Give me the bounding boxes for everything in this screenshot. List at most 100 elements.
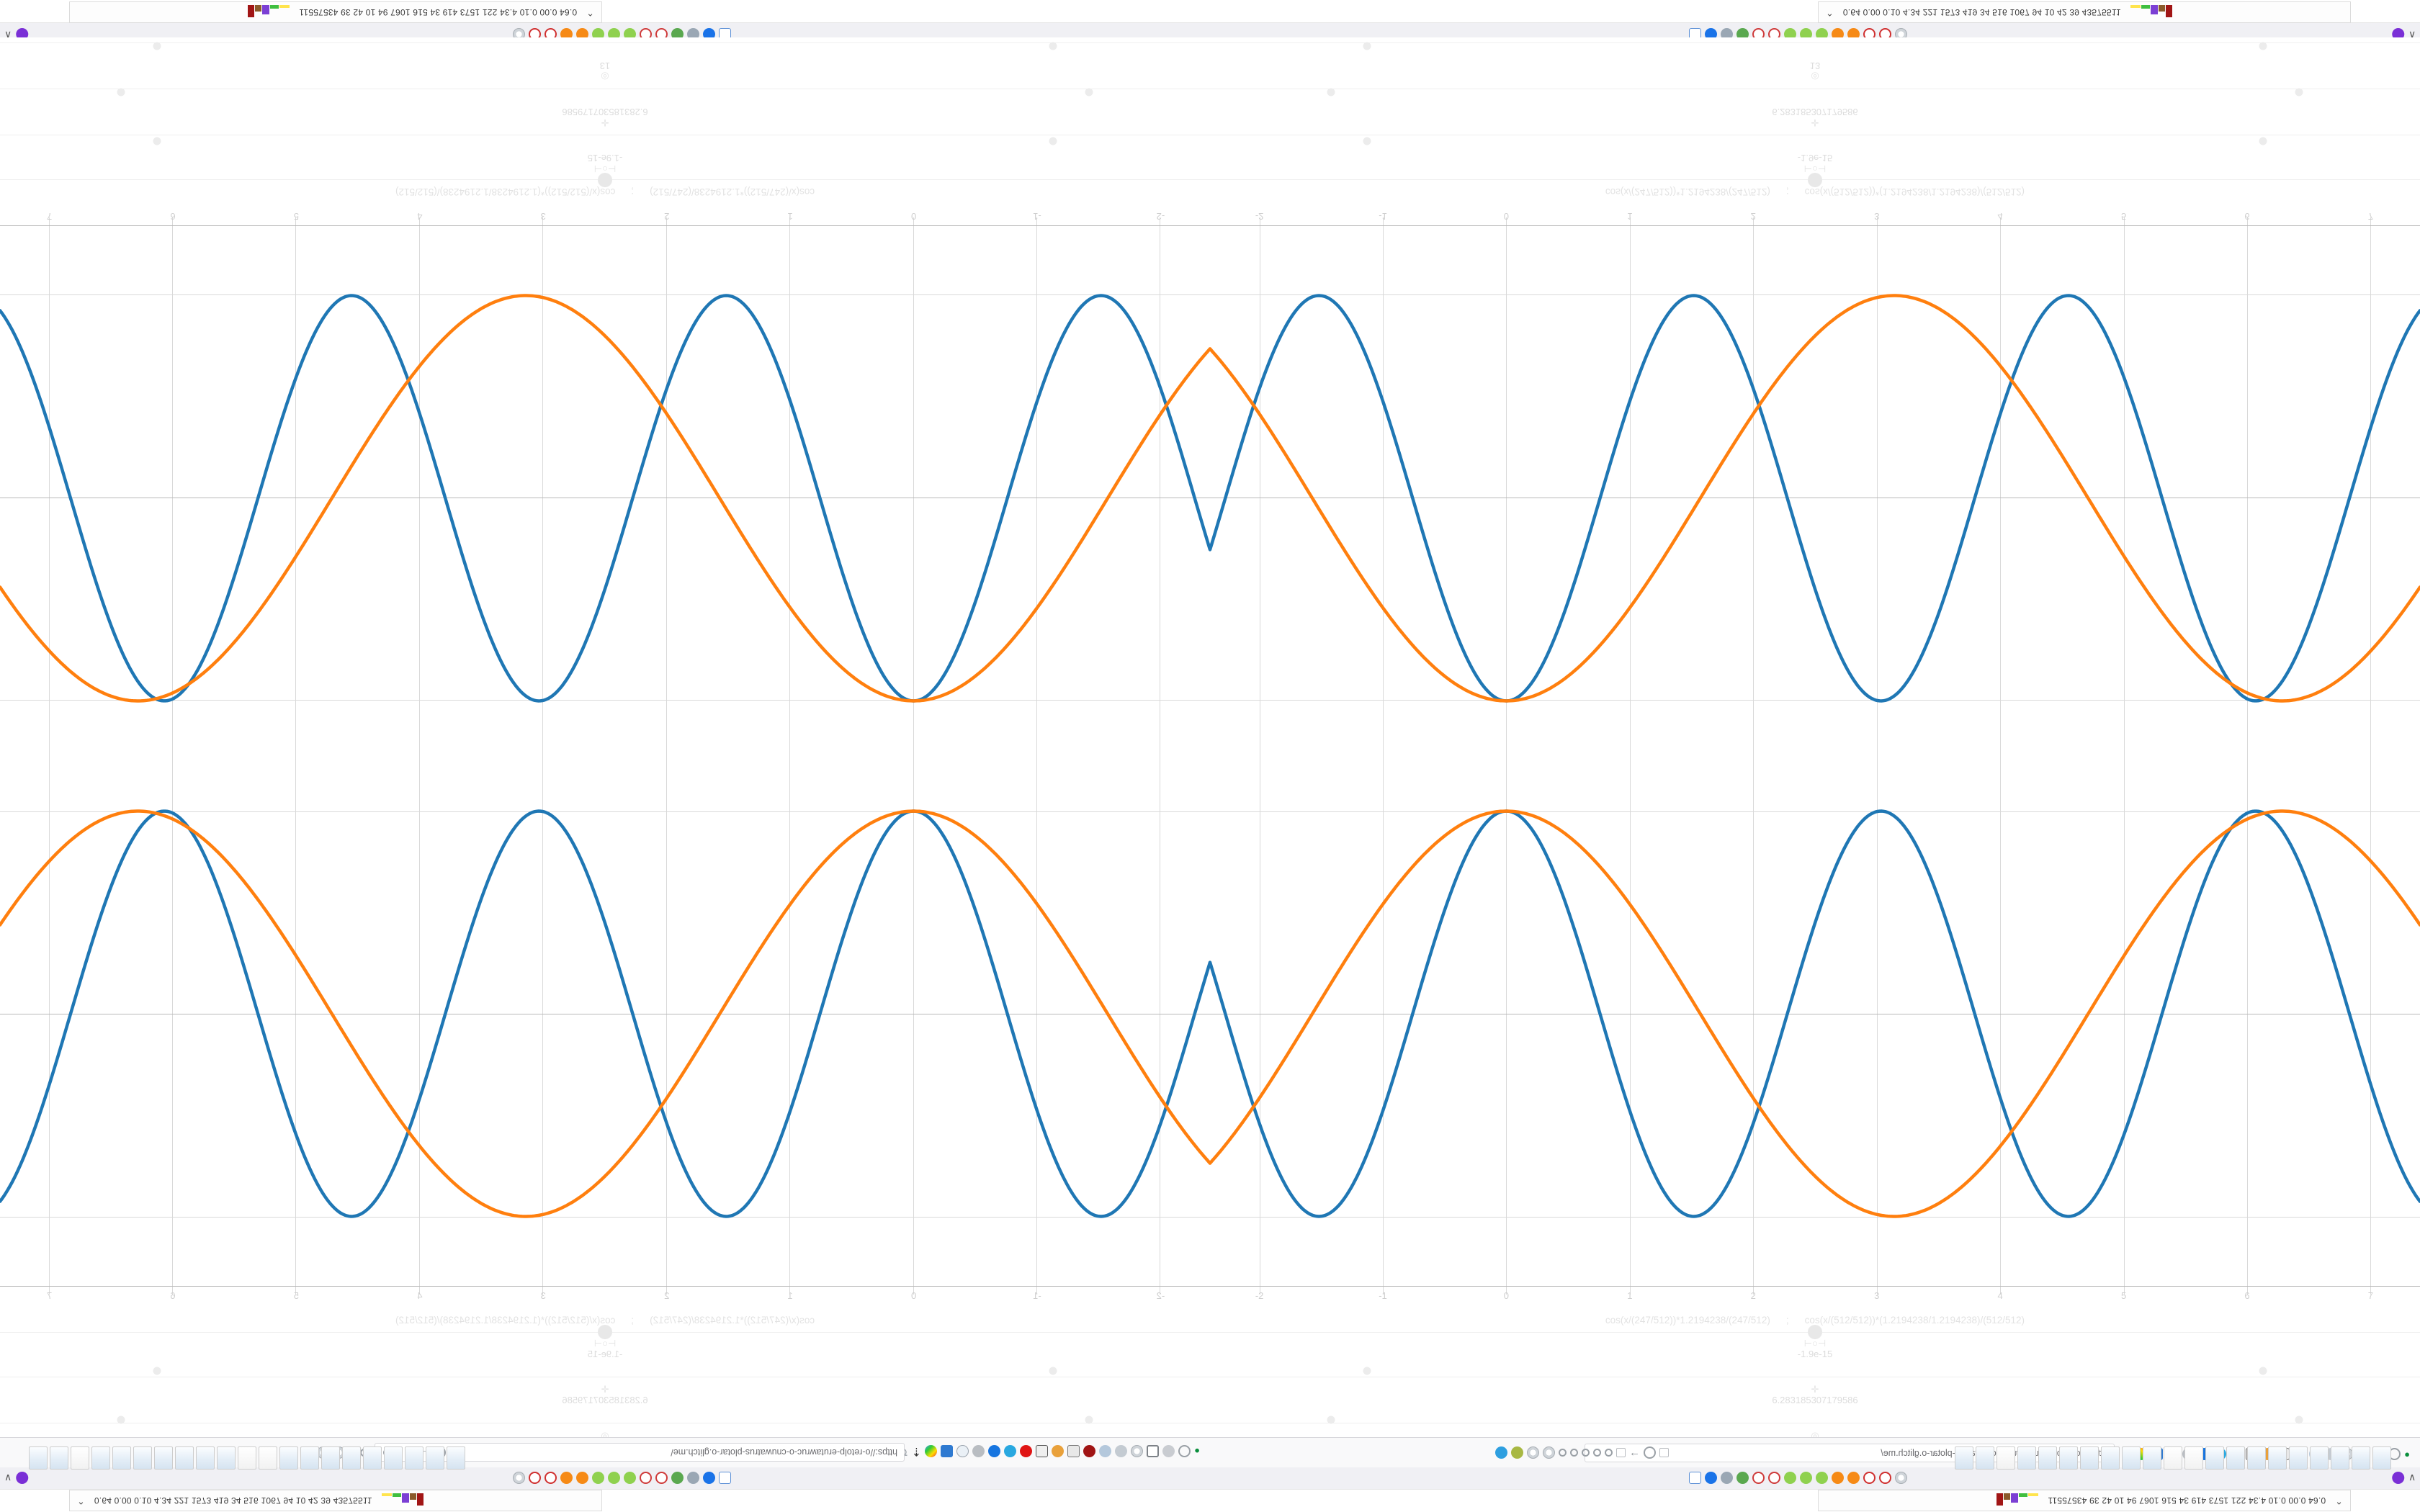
leaf-icon[interactable] — [608, 27, 620, 40]
taskbar-window-item[interactable] — [2352, 1446, 2370, 1470]
control-samples-value[interactable]: 13 — [599, 60, 611, 71]
formula-right[interactable]: cos(x/(512/512))*(1.2194238/1.2194238)/(… — [395, 1315, 616, 1326]
control-phase-icon[interactable]: ⊢○⊣ — [593, 1338, 617, 1349]
leaf-icon[interactable] — [592, 27, 604, 40]
formula-left[interactable]: cos(x/(247/512))*1.2194238/(247/512) — [650, 1315, 815, 1326]
plot-quadrant-top-left[interactable]: -2 -1 0 1 2 3 4 5 6 7 cos(x/(247/512))*1.2194238/(… — [0, 37, 1210, 772]
slider-dot[interactable] — [1049, 1367, 1057, 1375]
taskbar-window-item[interactable] — [2059, 1446, 2078, 1470]
control-period-value[interactable]: 6.283185307179586 — [1772, 107, 1858, 117]
account-icon[interactable] — [2391, 1472, 2404, 1485]
taskbar-window-item[interactable] — [196, 1446, 215, 1470]
control-period[interactable]: ✛ 6.283185307179586 — [1210, 107, 2420, 128]
leaf-icon[interactable] — [608, 1472, 620, 1485]
taskbar-window-item[interactable] — [2038, 1446, 2057, 1470]
taskbar-window-item[interactable] — [2205, 1446, 2224, 1470]
taskbar-window-item[interactable] — [2247, 1446, 2266, 1470]
sun-icon[interactable] — [1832, 1472, 1844, 1485]
control-phase-value[interactable]: -1.9e-15 — [1797, 1349, 1833, 1359]
taskbar-window-item[interactable] — [1955, 1446, 1973, 1470]
taskbar-window-item[interactable] — [300, 1446, 319, 1470]
tabbar-account-left[interactable]: ∨ — [4, 1472, 29, 1485]
taskbar-items-right[interactable] — [1955, 1446, 2391, 1470]
leaf-icon[interactable] — [624, 27, 636, 40]
shield-icon[interactable] — [1736, 1472, 1749, 1485]
taskbar-window-item[interactable] — [2101, 1446, 2120, 1470]
control-phase-value[interactable]: -1.9e-15 — [587, 1349, 623, 1359]
screenshot-icon[interactable] — [719, 1472, 731, 1485]
taskbar-window-item[interactable] — [154, 1446, 173, 1470]
extension-icons-right[interactable] — [1689, 1472, 1907, 1485]
desktop-taskbar[interactable] — [0, 1446, 2420, 1470]
taskbar-window-item[interactable] — [2372, 1446, 2391, 1470]
taskbar-window-item[interactable] — [2017, 1446, 2036, 1470]
formula-expression[interactable]: cos(x/(247/512))*1.2194238/(247/512); cos… — [1210, 1315, 2420, 1326]
control-period-value[interactable]: 6.283185307179586 — [562, 107, 648, 117]
control-samples[interactable]: ◎13 — [1210, 60, 2420, 82]
slider-dot[interactable] — [1049, 137, 1057, 145]
control-period-value[interactable]: 6.283185307179586 — [1772, 1395, 1858, 1405]
plot-quadrant-bottom-left[interactable]: -2 -1 0 1 2 3 4 5 6 7 cos(x/(247/512))*1.2194238/(… — [0, 740, 1210, 1475]
taskbar-window-item[interactable] — [321, 1446, 340, 1470]
control-samples-value[interactable]: 13 — [1809, 60, 1821, 71]
slider-dot[interactable] — [2259, 42, 2267, 50]
slider-dot[interactable] — [1327, 1416, 1335, 1424]
slider-knob[interactable] — [1808, 1325, 1822, 1339]
taskbar-window-item[interactable] — [133, 1446, 152, 1470]
slider-knob[interactable] — [598, 173, 612, 187]
taskbar-window-item[interactable] — [1976, 1446, 1994, 1470]
taskbar-window-item[interactable] — [2310, 1446, 2329, 1470]
chevron-down-icon[interactable]: ∨ — [4, 1472, 12, 1485]
privacy-icon[interactable] — [687, 27, 699, 40]
control-samples-icon[interactable]: ◎ — [601, 71, 609, 82]
taskbar-window-item[interactable] — [426, 1446, 444, 1470]
redo-icon[interactable] — [1863, 1472, 1876, 1485]
extension-icons-left[interactable] — [513, 1472, 731, 1485]
taskbar-window-item[interactable] — [2080, 1446, 2099, 1470]
formula-right[interactable]: cos(x/(512/512))*(1.2194238/1.2194238)/(… — [1804, 186, 2025, 197]
control-period-icon[interactable]: ✛ — [1811, 117, 1819, 128]
taskbar-window-item[interactable] — [71, 1446, 89, 1470]
formula-left[interactable]: cos(x/(247/512))*1.2194238/(247/512) — [650, 186, 815, 197]
control-phase[interactable]: ⊢○⊣ -1.9e-15 — [0, 1338, 1210, 1359]
redo-icon[interactable] — [544, 1472, 557, 1485]
slider-dot[interactable] — [153, 137, 161, 145]
account-icon[interactable] — [16, 1472, 29, 1485]
slider-dot[interactable] — [1327, 88, 1335, 96]
slider-dot[interactable] — [1049, 42, 1057, 50]
formula-expression[interactable]: cos(x/(247/512))*1.2194238/(247/512); cos… — [1210, 186, 2420, 197]
slider-dot[interactable] — [2259, 1367, 2267, 1375]
taskbar-window-item[interactable] — [363, 1446, 382, 1470]
redo-icon[interactable] — [529, 1472, 541, 1485]
slider-dot[interactable] — [1363, 42, 1371, 50]
taskbar-window-item[interactable] — [2331, 1446, 2349, 1470]
taskbar-window-item[interactable] — [279, 1446, 298, 1470]
control-phase-value[interactable]: -1.9e-15 — [587, 153, 623, 163]
pocket-icon[interactable] — [1705, 1472, 1717, 1485]
slider-dot[interactable] — [1363, 1367, 1371, 1375]
taskbar-window-item[interactable] — [2226, 1446, 2245, 1470]
sun-icon[interactable] — [1847, 1472, 1860, 1485]
taskbar-window-item[interactable] — [2184, 1446, 2203, 1470]
refresh-icon[interactable] — [1768, 1472, 1780, 1485]
taskbar-window-item[interactable] — [29, 1446, 48, 1470]
pocket-icon[interactable] — [703, 27, 715, 40]
slider-dot[interactable] — [2295, 1416, 2303, 1424]
control-phase[interactable]: ⊢○⊣ -1.9e-15 — [1210, 153, 2420, 174]
control-period-icon[interactable]: ✛ — [601, 117, 609, 128]
taskbar-window-item[interactable] — [447, 1446, 465, 1470]
formula-left[interactable]: cos(x/(247/512))*1.2194238/(247/512) — [1605, 1315, 1770, 1326]
noscript-icon[interactable] — [513, 1472, 525, 1485]
slider-dot[interactable] — [2259, 137, 2267, 145]
pocket-icon[interactable] — [703, 1472, 715, 1485]
control-period-icon[interactable]: ✛ — [601, 1384, 609, 1395]
taskbar-window-item[interactable] — [2122, 1446, 2141, 1470]
slider-knob[interactable] — [1808, 173, 1822, 187]
slider-dot[interactable] — [153, 1367, 161, 1375]
sun-icon[interactable] — [576, 27, 588, 40]
plot-quadrant-top-right[interactable]: -2 -1 0 1 2 3 4 5 6 7 cos(x/(247/512))*1.2194238/(… — [1210, 37, 2420, 772]
formula-right[interactable]: cos(x/(512/512))*(1.2194238/1.2194238)/(… — [1804, 1315, 2025, 1326]
control-period-value[interactable]: 6.283185307179586 — [562, 1395, 648, 1405]
shield-icon[interactable] — [671, 1472, 684, 1485]
formula-expression[interactable]: cos(x/(247/512))*1.2194238/(247/512); cos… — [0, 186, 1210, 197]
